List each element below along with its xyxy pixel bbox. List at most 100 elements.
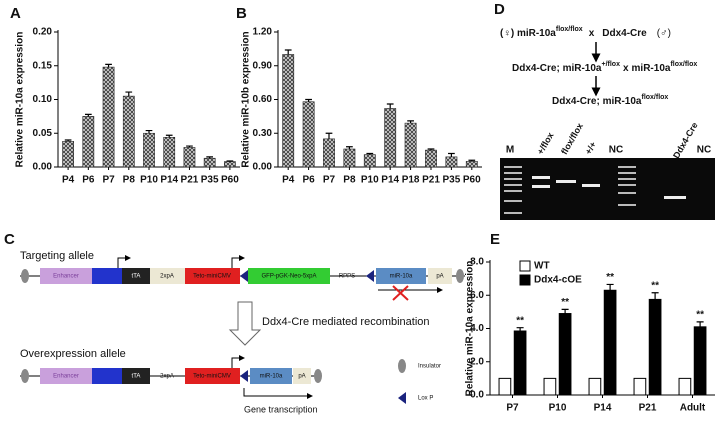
bar	[558, 313, 572, 396]
element	[150, 268, 185, 284]
bar	[62, 141, 74, 168]
promoter-arrow	[231, 255, 245, 268]
element-label: 2xpA	[160, 374, 174, 380]
text: x	[623, 63, 629, 74]
error-bar	[84, 113, 92, 117]
text: miR-10a	[632, 63, 671, 74]
promoter-arrow	[117, 255, 131, 268]
bar	[343, 148, 356, 168]
panel-label: D	[494, 1, 505, 18]
significance: **	[696, 309, 704, 320]
lane-label: +/flox	[535, 131, 556, 157]
x-tick-label: P60	[221, 175, 239, 186]
bar	[404, 122, 417, 168]
element-label: miR-10a	[260, 374, 283, 380]
error-bar	[386, 103, 394, 109]
lane-label: Ddx4-Cre	[671, 121, 700, 161]
element	[428, 268, 452, 284]
element	[250, 368, 292, 384]
loxp	[398, 392, 406, 404]
significance: **	[606, 272, 614, 283]
bar	[82, 116, 95, 168]
legend-label: Ddx4-cOE	[534, 275, 582, 286]
error-bar	[305, 98, 312, 102]
bar	[203, 157, 216, 168]
element-label: 2xpA	[160, 274, 174, 280]
y-tick-label: 0.30	[253, 128, 273, 139]
element	[122, 368, 150, 384]
bar	[302, 101, 315, 168]
loxp	[366, 270, 374, 282]
bar	[648, 298, 662, 396]
element	[185, 368, 240, 384]
y-tick-label: 0.15	[33, 60, 53, 71]
row-title: Overexpression allele	[20, 348, 126, 360]
error-bar	[325, 132, 333, 139]
x-tick-label: P10	[361, 175, 379, 186]
text: Ddx4-Cre	[602, 28, 647, 39]
legend-swatch	[519, 260, 531, 272]
significance: **	[516, 315, 524, 326]
element	[122, 268, 150, 284]
y-tick-label: 0.10	[33, 94, 53, 105]
element-label: Enhancer	[53, 274, 79, 280]
panel-label: E	[490, 231, 500, 248]
y-tick-label: 0.05	[33, 128, 53, 139]
lane-label: +/+	[583, 140, 598, 156]
x-tick-label: P8	[123, 175, 136, 186]
x-tick-label: P7	[102, 175, 115, 186]
x-tick-label: P4	[282, 175, 295, 186]
sup: flox/flox	[556, 26, 583, 33]
x-tick-label: P21	[422, 175, 440, 186]
error-bar	[468, 159, 476, 162]
insulator	[21, 369, 29, 383]
insulator	[21, 269, 29, 283]
text: Ddx4-Cre; miR-10a	[552, 96, 642, 107]
y-tick-label: 0.60	[253, 94, 273, 105]
bar	[323, 138, 335, 168]
bar	[163, 137, 176, 168]
sup: flox/flox	[670, 61, 697, 68]
x-tick-label: P10	[140, 175, 158, 186]
x-tick-label: P7	[323, 175, 336, 186]
cross: Ddx4-Cre; miR-10aflox/flox	[552, 94, 668, 107]
bar	[183, 147, 196, 168]
bar	[425, 149, 437, 168]
bar	[693, 326, 707, 396]
lane-label: NC	[609, 145, 623, 156]
y-axis-label: Relative miR-10b expression	[241, 31, 252, 167]
x-tick-label: P7	[506, 403, 519, 414]
error-bar	[186, 145, 193, 148]
bar	[498, 377, 512, 396]
panel-label: C	[4, 231, 15, 248]
sup: +/flox	[601, 61, 620, 68]
element	[248, 268, 330, 284]
x-tick-label: P10	[549, 403, 567, 414]
error-bar	[206, 156, 214, 159]
insulator	[456, 269, 464, 283]
error-bar	[427, 148, 435, 151]
bar	[513, 330, 527, 396]
text: (♀) miR-10a	[500, 28, 556, 39]
y-axis-label: Relative miR-10a expression	[15, 32, 26, 168]
element	[185, 268, 240, 284]
bar	[543, 377, 557, 396]
lane-label: M	[506, 145, 514, 156]
x-tick-label: P14	[381, 175, 399, 186]
bar	[143, 132, 155, 168]
x-tick-label: P14	[594, 403, 612, 414]
transcription-arrow	[243, 388, 313, 399]
error-bar	[651, 292, 659, 300]
element-label: tTA	[132, 274, 141, 280]
x-tick-label: P21	[181, 175, 199, 186]
sup: flox/flox	[641, 94, 668, 101]
bar	[363, 154, 376, 168]
y-tick-label: 0.00	[253, 162, 273, 173]
row-title: Targeting allele	[20, 250, 94, 262]
y-tick-label: 0.00	[33, 162, 53, 173]
element	[92, 368, 122, 384]
x-tick-label: P21	[639, 403, 657, 414]
panel-d: D (♀) miR-10aflox/flox x Ddx4-Cre (♂) Ddx4-…	[494, 1, 715, 220]
y-tick-label: 6.0	[470, 290, 484, 301]
